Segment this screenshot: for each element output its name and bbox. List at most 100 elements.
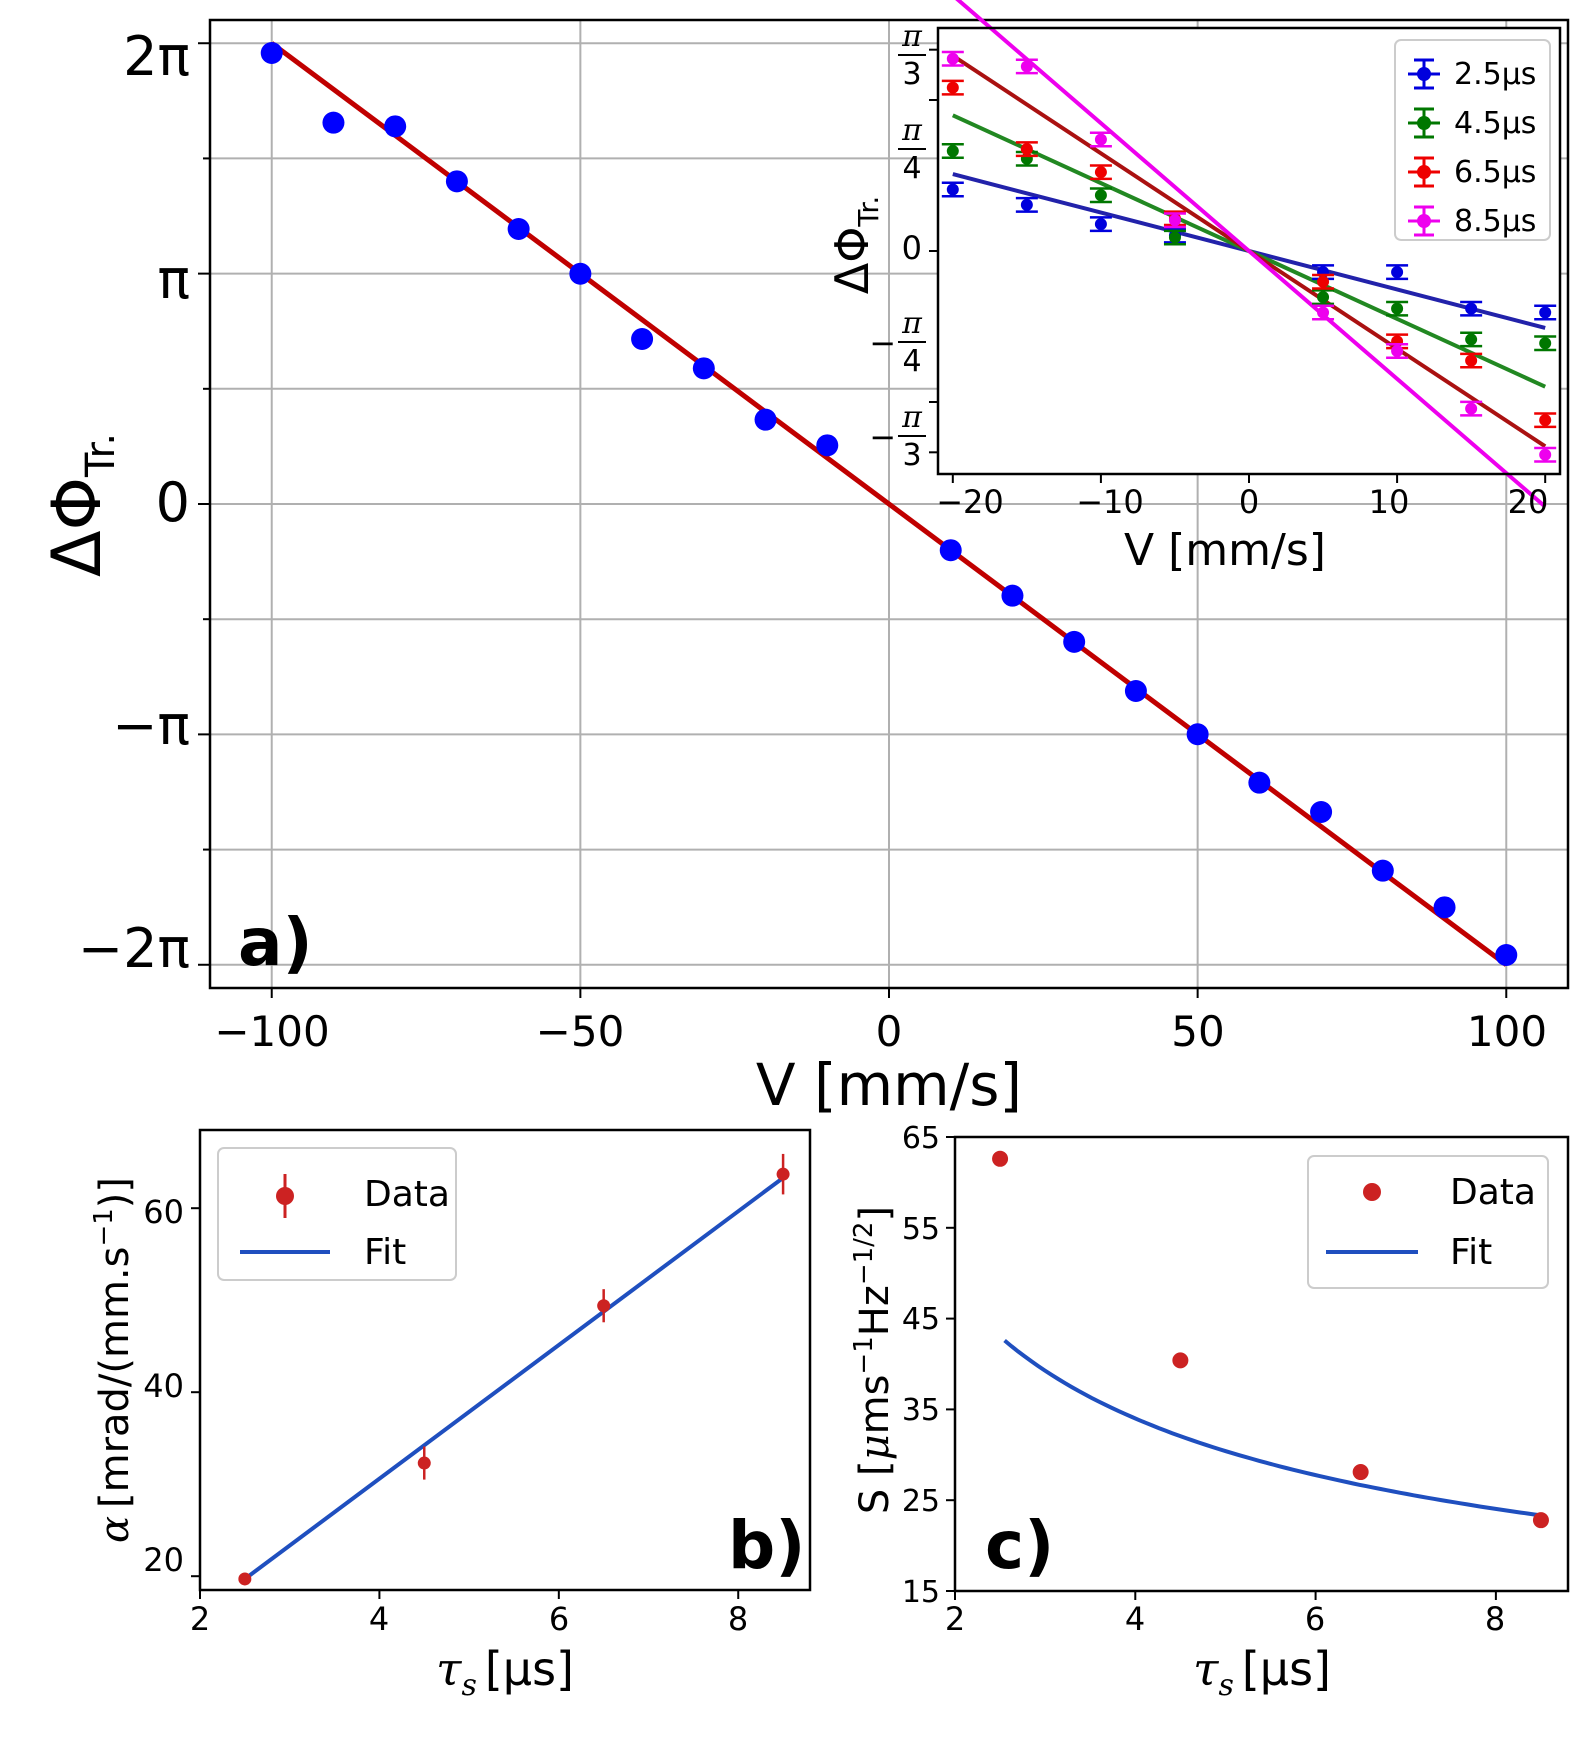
inset-point-s3-3	[1163, 212, 1186, 229]
inset-ylabel: ΔΦTr.	[825, 196, 885, 295]
panel-c-ticks	[946, 1136, 1497, 1600]
panel-c-point-1	[1172, 1352, 1189, 1369]
panel-a-point-11	[1001, 584, 1024, 607]
panel-b-marker	[776, 1167, 790, 1181]
panel-a-point-13	[1124, 680, 1147, 702]
panel-a-data-points	[260, 42, 1518, 966]
inset-ytick-minus-pi-4: − π 4	[869, 306, 926, 379]
inset-marker	[1020, 60, 1033, 73]
inset-xtick-minus-20: −20	[936, 483, 1004, 521]
inset-xtick-20: 20	[1508, 483, 1549, 521]
panel-c-axes-frame	[953, 1135, 1570, 1593]
panel-b-legend-data: Data	[364, 1174, 450, 1215]
panel-b-xlabel: τs [μs]	[436, 1642, 574, 1703]
panel-b-point-1	[417, 1446, 431, 1480]
panel-b-ylabel: α[mrad/(mm.s−1)]	[89, 1177, 138, 1543]
panel-a-xtick-50: 50	[1171, 1007, 1224, 1056]
inset-point-s3-5	[1386, 342, 1409, 359]
inset-legend-dot	[1417, 165, 1431, 179]
inset-marker	[1168, 214, 1181, 227]
inset-point-s0-2	[1089, 216, 1112, 233]
inset-marker	[1465, 402, 1478, 415]
inset-legend-label-4-5: 4.5μs	[1454, 106, 1536, 141]
panel-b-point-2	[597, 1289, 611, 1323]
svg-text:−: −	[869, 324, 896, 362]
panel-c-point-2	[1352, 1464, 1369, 1481]
inset-legend-marker-2	[1408, 156, 1440, 188]
inset-point-s1-3	[1163, 229, 1186, 246]
inset-legend-box	[1394, 39, 1551, 241]
panel-a-plot: 2π π 0 −π −2π −100 −50 0 50 100 V [mm/s]…	[38, 18, 1570, 1119]
panel-a-point-19	[1495, 944, 1518, 966]
panel-a-fit	[270, 41, 1508, 967]
panel-a-grid	[210, 20, 1568, 988]
panel-c-ytick-65: 65	[902, 1121, 940, 1156]
inset-marker	[1391, 344, 1404, 357]
panel-c-legend-data: Data	[1450, 1172, 1536, 1213]
panel-a-point-3	[445, 170, 468, 193]
inset-legend: 2.5μs 4.5μs 6.5μs 8.5μs	[1394, 39, 1551, 241]
inset-xlabel: V [mm/s]	[1124, 525, 1326, 576]
panel-b-xtick-2: 2	[190, 1600, 210, 1638]
panel-b-legend-box	[217, 1147, 457, 1281]
inset-marker	[1539, 414, 1552, 427]
panel-a-xlabel: V [mm/s]	[756, 1051, 1022, 1119]
panel-c-point-3	[1532, 1512, 1549, 1529]
inset-marker	[1020, 143, 1033, 156]
inset-point-s1-5	[1386, 300, 1409, 317]
inset-point-s3-6	[1460, 400, 1483, 417]
panel-b-xtick-4: 4	[369, 1600, 389, 1638]
inset-legend-marker-3	[1408, 205, 1440, 237]
inset-marker	[1317, 275, 1330, 288]
inset-legend-label-6-5: 6.5μs	[1454, 155, 1536, 190]
svg-text:π: π	[901, 19, 923, 54]
panel-a-ytick-minus-pi: −π	[112, 694, 190, 757]
panel-b-ticks	[191, 1207, 740, 1599]
panel-a-point-8	[754, 408, 777, 431]
panel-a-point-5	[569, 262, 592, 285]
panel-c-legend-markers	[1326, 1183, 1418, 1254]
panel-a-point-16	[1310, 801, 1333, 823]
panel-a-point-7	[692, 357, 715, 380]
inset-point-s2-6	[1460, 352, 1483, 369]
panel-a-point-18	[1433, 896, 1456, 919]
inset-marker	[1094, 218, 1107, 231]
panel-b-ytick-20: 20	[143, 1541, 184, 1579]
panel-a-ytick-minus-2pi: −2π	[78, 917, 190, 980]
panel-b-plot: 20 40 60 2 4 6 8 τs [μs] α[mrad/(mm.s−1)]…	[89, 1128, 812, 1703]
inset-point-s1-6	[1460, 331, 1483, 348]
panel-c-ytick-25: 25	[902, 1484, 940, 1519]
inset-marker	[1094, 133, 1107, 146]
panel-a-point-1	[322, 111, 345, 134]
panel-c-ytick-35: 35	[902, 1393, 940, 1428]
panel-a-fit-line	[270, 41, 1508, 967]
panel-b-fit-line	[243, 1176, 785, 1581]
inset-legend-label-8-5: 8.5μs	[1454, 204, 1536, 239]
panel-b-legend-markers	[240, 1174, 330, 1254]
panel-a-point-0	[260, 42, 283, 64]
panel-c-xtick-2: 2	[945, 1600, 965, 1638]
inset-legend-markers	[1408, 58, 1440, 237]
panel-a-xtick-0: 0	[876, 1007, 903, 1056]
svg-text:π: π	[901, 113, 923, 148]
inset-fit-lines	[951, 0, 1547, 509]
inset-data-points	[941, 50, 1557, 463]
panel-b-fit	[243, 1176, 785, 1581]
inset-xtick-0: 0	[1239, 483, 1259, 521]
svg-text:3: 3	[902, 57, 921, 92]
panel-c-legend-dot	[1363, 1183, 1381, 1201]
inset-ytick-pi-4: π 4	[898, 113, 926, 186]
inset-marker	[1094, 166, 1107, 179]
panel-c-fit	[1003, 1338, 1542, 1518]
panel-a-label: a)	[238, 904, 313, 981]
svg-text:4: 4	[902, 151, 921, 186]
inset-legend-marker-1	[1408, 107, 1440, 139]
panel-a-xtick-minus-100: −100	[214, 1007, 329, 1056]
inset-point-s0-6	[1460, 300, 1483, 317]
inset-marker	[1020, 198, 1033, 211]
panel-a-inset-plot: π 3 π 4 0 − π 4 − π 3 −20 −10 0 10 20	[825, 0, 1562, 576]
panel-c-plot: 15 25 35 45 55 65 2 4 6 8 τs [μs] S [μms−…	[849, 1121, 1570, 1703]
panel-a-ylabel: ΔΦTr.	[38, 433, 124, 577]
inset-point-s3-0	[941, 50, 964, 67]
